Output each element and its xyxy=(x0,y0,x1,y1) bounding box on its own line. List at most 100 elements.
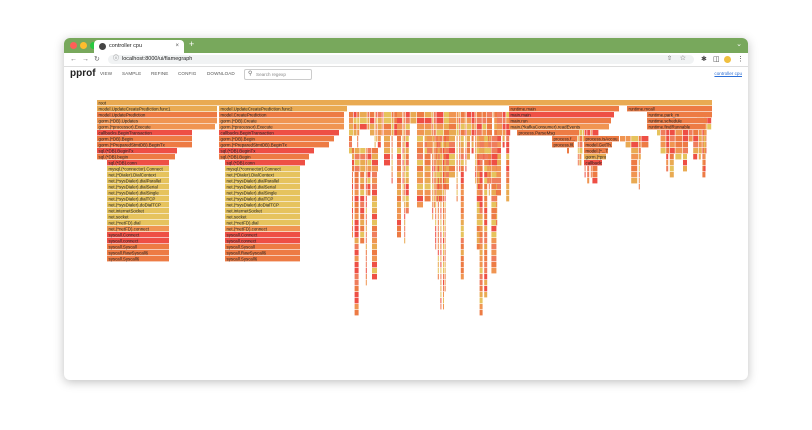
flame-frame[interactable] xyxy=(372,184,377,190)
flame-frame[interactable] xyxy=(397,166,401,172)
flame-frame[interactable] xyxy=(352,160,354,166)
flame-frame[interactable] xyxy=(440,184,442,190)
flame-frame[interactable] xyxy=(638,148,641,154)
flame-frame[interactable] xyxy=(417,160,423,166)
flame-frame[interactable] xyxy=(435,220,437,226)
flame-frame[interactable] xyxy=(456,184,458,190)
flame-frame[interactable] xyxy=(502,124,506,130)
flame-frame[interactable] xyxy=(397,142,401,148)
flame-frame[interactable] xyxy=(391,130,394,136)
flame-frame[interactable]: model.GetTh... xyxy=(584,142,615,148)
flame-frame[interactable] xyxy=(440,250,442,256)
flame-frame[interactable] xyxy=(567,148,569,154)
flame-frame[interactable] xyxy=(460,208,464,214)
flame-frame[interactable] xyxy=(440,232,442,238)
flame-frame[interactable] xyxy=(456,112,459,118)
flame-frame[interactable] xyxy=(384,118,391,124)
flame-frame[interactable] xyxy=(435,226,437,232)
flame-frame[interactable] xyxy=(491,268,497,274)
flame-frame[interactable] xyxy=(435,202,437,208)
flame-frame[interactable] xyxy=(424,160,431,166)
flame-frame[interactable] xyxy=(433,178,435,184)
flame-frame[interactable] xyxy=(417,136,423,142)
flame-frame[interactable] xyxy=(444,154,449,160)
flame-frame[interactable] xyxy=(376,124,378,130)
flame-frame[interactable] xyxy=(494,130,499,136)
flame-frame[interactable]: runtime.schedule xyxy=(647,118,707,124)
flame-frame[interactable] xyxy=(443,190,444,196)
flame-frame[interactable] xyxy=(459,148,461,154)
flame-frame[interactable] xyxy=(669,142,675,148)
flame-frame[interactable] xyxy=(491,178,497,184)
flame-frame[interactable] xyxy=(467,148,470,154)
flame-frame[interactable] xyxy=(404,190,406,196)
flame-frame[interactable] xyxy=(459,130,461,136)
flame-frame[interactable] xyxy=(484,136,489,142)
flame-frame[interactable] xyxy=(397,172,401,178)
flame-frame[interactable] xyxy=(352,202,353,208)
flame-frame[interactable] xyxy=(484,142,489,148)
flame-frame[interactable] xyxy=(372,214,377,220)
flame-frame[interactable] xyxy=(465,142,467,148)
flame-frame[interactable] xyxy=(683,166,687,172)
flame-frame[interactable] xyxy=(491,160,497,166)
flame-frame[interactable] xyxy=(443,208,444,214)
flame-frame[interactable] xyxy=(357,136,359,142)
flame-frame[interactable] xyxy=(432,130,434,136)
flame-frame[interactable] xyxy=(433,130,436,136)
flame-frame[interactable] xyxy=(437,268,439,274)
flame-frame[interactable] xyxy=(443,142,444,148)
flame-frame[interactable] xyxy=(360,160,366,166)
flame-frame[interactable] xyxy=(683,154,687,160)
flame-frame[interactable] xyxy=(476,190,481,196)
flame-frame-bar[interactable] xyxy=(107,220,169,226)
flame-frame[interactable] xyxy=(620,136,625,142)
flame-frame[interactable] xyxy=(460,190,464,196)
flame-frame[interactable] xyxy=(443,178,444,184)
flame-frame[interactable] xyxy=(435,166,437,172)
flame-frame[interactable] xyxy=(374,142,376,148)
flame-frame[interactable] xyxy=(471,148,474,154)
flame-frame[interactable] xyxy=(460,268,464,274)
flame-frame[interactable] xyxy=(402,160,404,166)
flame-frame-bar[interactable] xyxy=(584,154,606,160)
flame-frame-bar[interactable] xyxy=(107,172,169,178)
flame-frame[interactable] xyxy=(479,220,483,226)
flame-frame[interactable] xyxy=(460,142,464,148)
flame-frame[interactable] xyxy=(475,118,477,124)
flame-frame[interactable] xyxy=(432,184,434,190)
flame-frame[interactable] xyxy=(397,160,401,166)
flame-frame-bar[interactable] xyxy=(509,112,614,118)
flame-frame[interactable] xyxy=(465,166,467,172)
flame-frame[interactable] xyxy=(391,148,393,154)
flame-frame[interactable]: model.UpdatePrediction xyxy=(97,112,217,118)
flame-frame[interactable] xyxy=(432,112,434,118)
flame-frame[interactable] xyxy=(444,142,446,148)
flame-frame[interactable] xyxy=(443,262,444,268)
flame-frame[interactable] xyxy=(675,142,683,148)
flame-frame[interactable]: model.(*...Th... xyxy=(584,148,614,154)
flame-frame[interactable]: gorm.(*DB).Begin xyxy=(219,136,334,142)
flame-frame[interactable] xyxy=(424,112,432,118)
flame-frame[interactable] xyxy=(424,184,431,190)
flame-frame[interactable] xyxy=(354,178,359,184)
flame-frame[interactable] xyxy=(410,112,417,118)
flame-frame-bar[interactable] xyxy=(107,184,169,190)
flame-frame-bar[interactable] xyxy=(225,226,300,232)
flame-frame[interactable] xyxy=(354,220,359,226)
flame-frame[interactable] xyxy=(377,130,382,136)
flame-frame[interactable] xyxy=(354,310,359,316)
flame-frame[interactable] xyxy=(427,142,432,148)
flame-frame[interactable] xyxy=(449,130,456,136)
flame-frame[interactable] xyxy=(435,208,437,214)
flame-frame[interactable] xyxy=(354,268,359,274)
flame-frame[interactable]: net.(*sysDialer).dialParallel xyxy=(107,178,169,184)
flame-frame[interactable]: model.UpdateCreatePrediction.func2 xyxy=(219,106,347,112)
flame-frame[interactable] xyxy=(631,148,639,154)
flame-frame[interactable] xyxy=(367,190,371,196)
flame-frame[interactable] xyxy=(376,130,378,136)
flame-frame[interactable] xyxy=(432,136,435,142)
flame-frame[interactable] xyxy=(444,286,446,292)
flame-frame-bar[interactable] xyxy=(219,130,339,136)
flame-frame[interactable]: sql.(*DB).BeginTx xyxy=(219,148,314,154)
